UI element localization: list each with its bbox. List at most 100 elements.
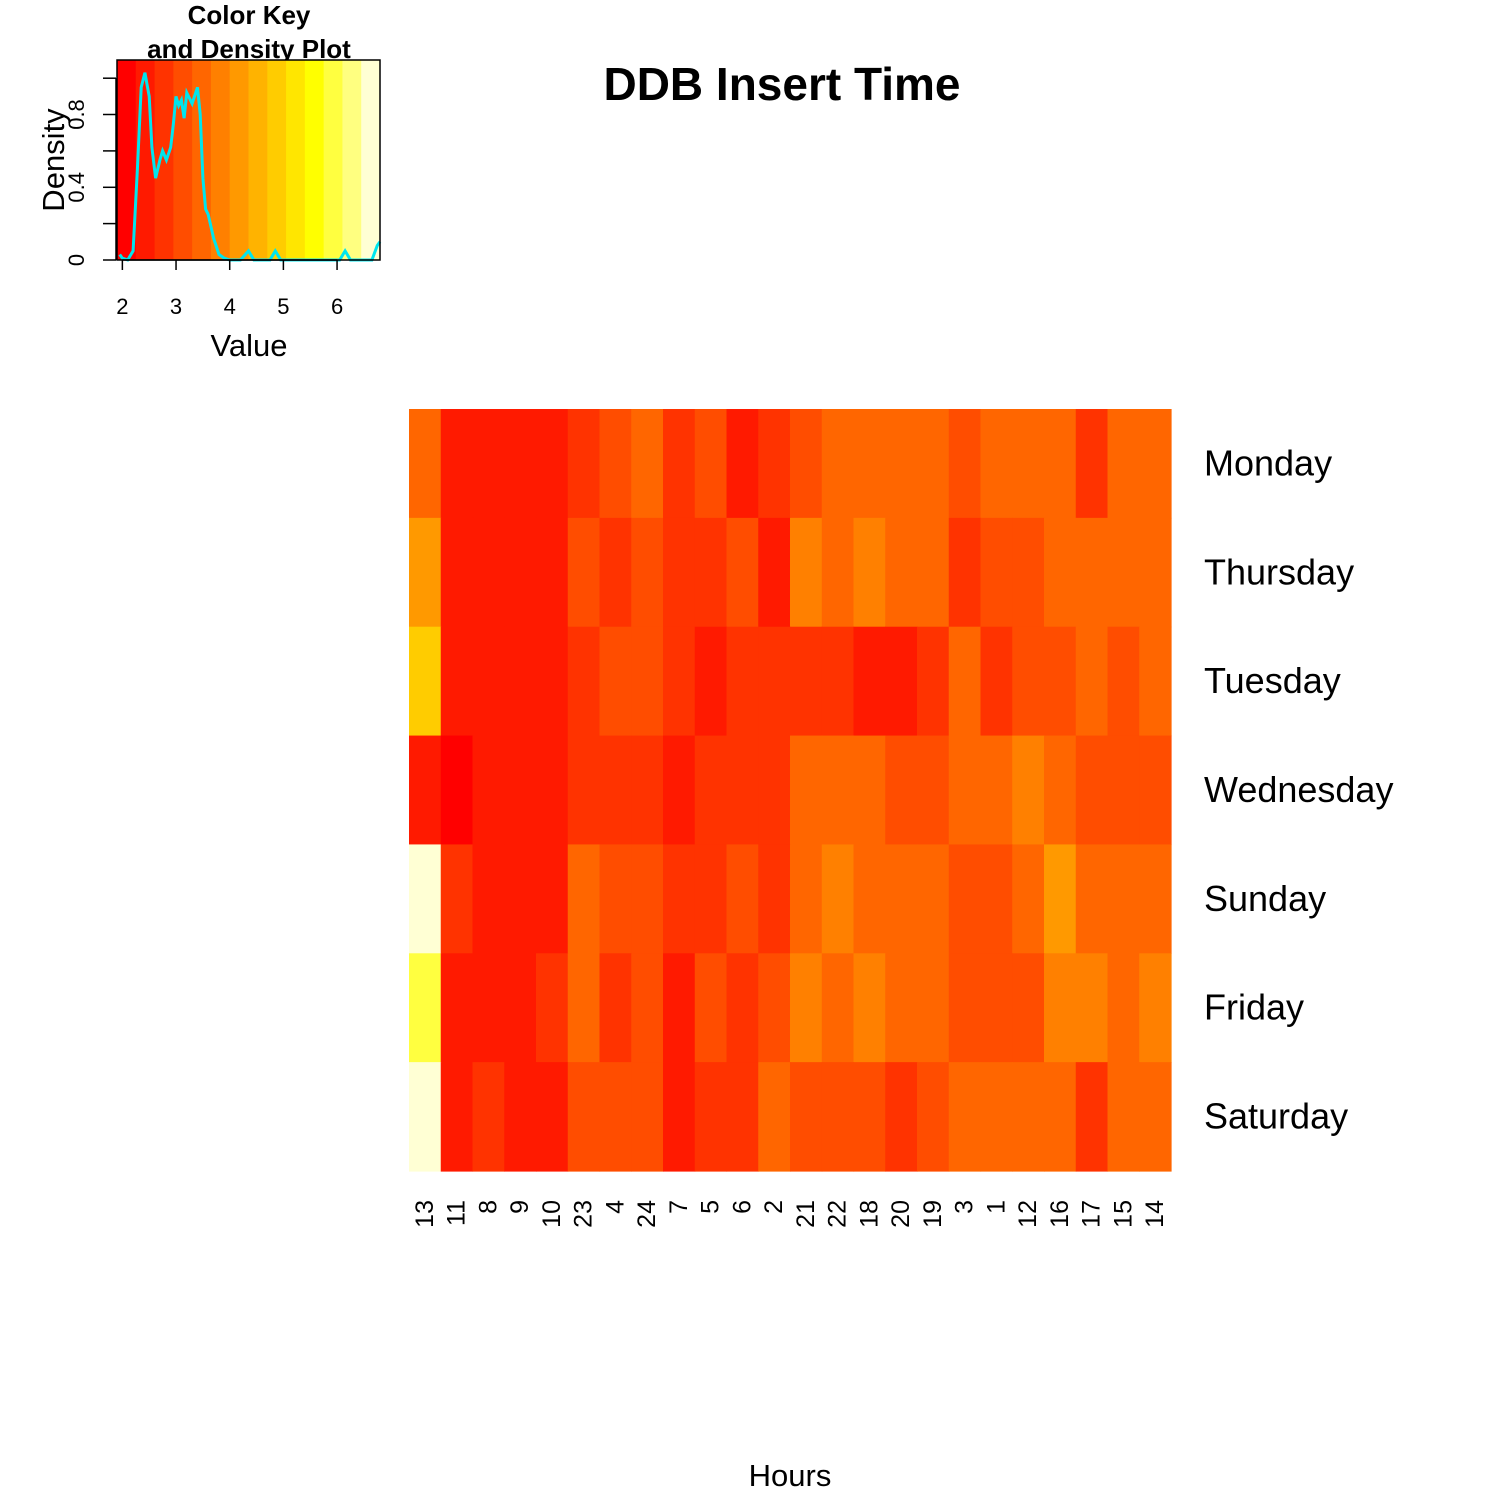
heatmap-cell-saturday-15 bbox=[1107, 1062, 1140, 1172]
heatmap-cell-wednesday-17 bbox=[1075, 735, 1109, 846]
heatmap-cell-saturday-4 bbox=[599, 1062, 632, 1172]
heatmap-cell-tuesday-11 bbox=[440, 626, 474, 737]
heatmap-cell-sunday-1 bbox=[980, 844, 1013, 954]
heatmap-cell-friday-18 bbox=[853, 953, 886, 1063]
column-label-19: 19 bbox=[919, 1200, 947, 1228]
heatmap-cell-sunday-7 bbox=[663, 844, 696, 954]
heatmap-cell-friday-13 bbox=[409, 953, 442, 1063]
color-key-band-10 bbox=[286, 60, 306, 260]
heatmap-cell-sunday-13 bbox=[409, 844, 442, 954]
heatmap-cell-monday-3 bbox=[948, 409, 982, 519]
heatmap-cell-wednesday-20 bbox=[885, 735, 918, 846]
heatmap-cell-thursday-10 bbox=[536, 517, 569, 628]
heatmap-cell-sunday-9 bbox=[504, 844, 537, 954]
heatmap-cell-tuesday-24 bbox=[631, 626, 664, 737]
color-key-ylabel: Density bbox=[36, 108, 71, 212]
heatmap-cell-wednesday-6 bbox=[726, 735, 759, 846]
heatmap-cell-friday-17 bbox=[1075, 953, 1109, 1063]
heatmap-cell-wednesday-5 bbox=[694, 735, 728, 846]
heatmap-cell-tuesday-22 bbox=[821, 626, 855, 737]
column-label-20: 20 bbox=[887, 1200, 915, 1228]
heatmap-cell-monday-10 bbox=[536, 409, 569, 519]
heatmap-cell-thursday-14 bbox=[1139, 517, 1172, 628]
heatmap-cell-sunday-8 bbox=[472, 844, 505, 954]
row-label-saturday: Saturday bbox=[1204, 1096, 1348, 1137]
heatmap-cell-tuesday-17 bbox=[1075, 626, 1109, 737]
column-label-6: 6 bbox=[728, 1200, 756, 1214]
color-key-x-tick-label-3: 3 bbox=[170, 294, 182, 319]
color-key-band-8 bbox=[248, 60, 268, 260]
heatmap-cell-monday-6 bbox=[726, 409, 759, 519]
heatmap-cell-thursday-8 bbox=[472, 517, 505, 628]
heatmap-cell-sunday-21 bbox=[790, 844, 823, 954]
column-label-5: 5 bbox=[697, 1200, 725, 1214]
heatmap-cell-sunday-6 bbox=[726, 844, 759, 954]
heatmap-cell-monday-21 bbox=[790, 409, 823, 519]
color-key-xlabel: Value bbox=[211, 328, 288, 363]
heatmap-cell-wednesday-10 bbox=[536, 735, 569, 846]
heatmap-cell-wednesday-15 bbox=[1107, 735, 1140, 846]
heatmap-cell-friday-2 bbox=[758, 953, 791, 1063]
heatmap-cell-friday-10 bbox=[536, 953, 569, 1063]
heatmap-cell-friday-24 bbox=[631, 953, 664, 1063]
column-label-14: 14 bbox=[1141, 1200, 1169, 1228]
color-key-bands bbox=[117, 60, 381, 260]
column-label-10: 10 bbox=[538, 1200, 566, 1228]
color-key-x-axis: 2 3 4 5 6 bbox=[116, 259, 343, 319]
heatmap-cell-sunday-10 bbox=[536, 844, 569, 954]
heatmap-cell-monday-8 bbox=[472, 409, 505, 519]
heatmap-cell-friday-1 bbox=[980, 953, 1013, 1063]
heatmap-cell-wednesday-24 bbox=[631, 735, 664, 846]
heatmap-cell-saturday-23 bbox=[567, 1062, 601, 1172]
heatmap-cells bbox=[409, 409, 1172, 1172]
heatmap-cell-sunday-23 bbox=[567, 844, 601, 954]
heatmap-cell-wednesday-16 bbox=[1044, 735, 1077, 846]
heatmap-cell-tuesday-6 bbox=[726, 626, 759, 737]
heatmap-cell-saturday-9 bbox=[504, 1062, 537, 1172]
heatmap-cell-friday-21 bbox=[790, 953, 823, 1063]
heatmap-cell-tuesday-4 bbox=[599, 626, 632, 737]
heatmap-cell-saturday-17 bbox=[1075, 1062, 1109, 1172]
heatmap-cell-saturday-14 bbox=[1139, 1062, 1172, 1172]
heatmap-cell-saturday-3 bbox=[948, 1062, 982, 1172]
heatmap-cell-sunday-3 bbox=[948, 844, 982, 954]
heatmap-cell-tuesday-20 bbox=[885, 626, 918, 737]
heatmap-cell-thursday-6 bbox=[726, 517, 759, 628]
column-label-22: 22 bbox=[824, 1200, 852, 1228]
heatmap-cell-monday-11 bbox=[440, 409, 474, 519]
heatmap-cell-wednesday-19 bbox=[917, 735, 950, 846]
heatmap-cell-wednesday-7 bbox=[663, 735, 696, 846]
color-key-band-12 bbox=[323, 60, 343, 260]
column-label-4: 4 bbox=[601, 1200, 629, 1214]
heatmap-cell-sunday-4 bbox=[599, 844, 632, 954]
heatmap-cell-sunday-22 bbox=[821, 844, 855, 954]
heatmap-cell-thursday-11 bbox=[440, 517, 474, 628]
row-label-thursday: Thursday bbox=[1204, 551, 1354, 592]
color-key-band-7 bbox=[229, 60, 249, 260]
color-key-band-4 bbox=[173, 60, 193, 260]
heatmap-cell-saturday-20 bbox=[885, 1062, 918, 1172]
heatmap-cell-wednesday-3 bbox=[948, 735, 982, 846]
heatmap-cell-monday-18 bbox=[853, 409, 886, 519]
heatmap-cell-sunday-20 bbox=[885, 844, 918, 954]
heatmap-cell-tuesday-16 bbox=[1044, 626, 1077, 737]
color-key-x-tick-label-6: 6 bbox=[331, 294, 343, 319]
row-label-tuesday: Tuesday bbox=[1204, 660, 1341, 701]
heatmap-cell-saturday-7 bbox=[663, 1062, 696, 1172]
heatmap-cell-saturday-19 bbox=[917, 1062, 950, 1172]
heatmap-cell-monday-24 bbox=[631, 409, 664, 519]
heatmap-cell-saturday-6 bbox=[726, 1062, 759, 1172]
column-label-23: 23 bbox=[570, 1200, 598, 1228]
heatmap-cell-monday-9 bbox=[504, 409, 537, 519]
heatmap-cell-monday-14 bbox=[1139, 409, 1172, 519]
heatmap-cell-wednesday-22 bbox=[821, 735, 855, 846]
heatmap-cell-monday-16 bbox=[1044, 409, 1077, 519]
heatmap-cell-monday-4 bbox=[599, 409, 632, 519]
color-key-band-14 bbox=[361, 60, 381, 260]
color-key-title-line1: Color Key bbox=[188, 0, 311, 30]
heatmap-cell-saturday-2 bbox=[758, 1062, 791, 1172]
column-label-15: 15 bbox=[1109, 1200, 1137, 1228]
heatmap-cell-tuesday-18 bbox=[853, 626, 886, 737]
heatmap-cell-sunday-19 bbox=[917, 844, 950, 954]
